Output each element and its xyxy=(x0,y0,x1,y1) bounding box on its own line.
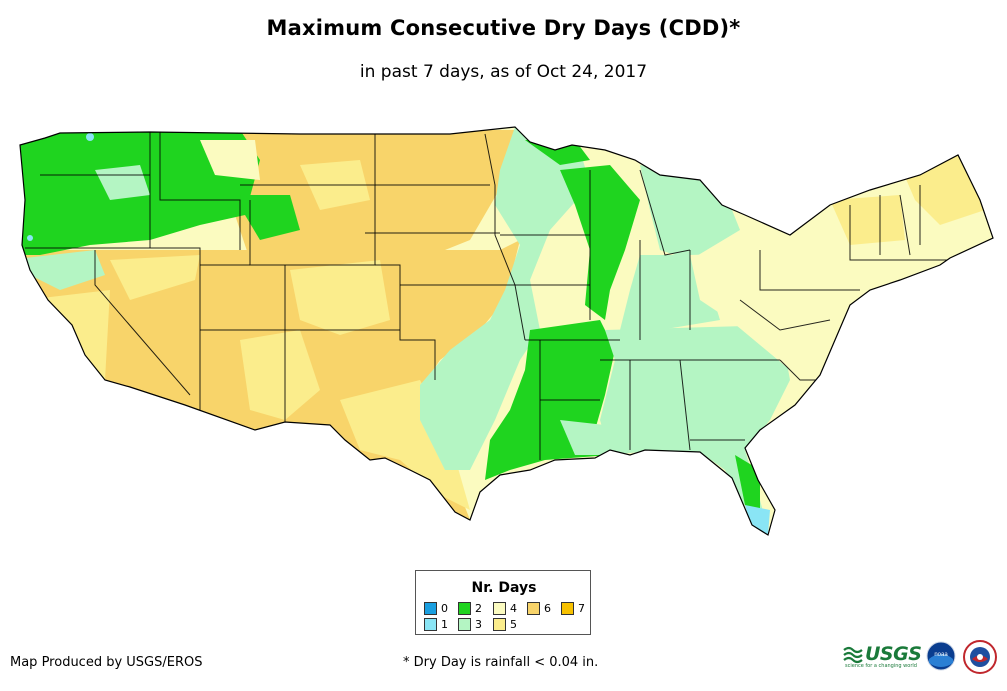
region-louisiana-3 xyxy=(560,420,610,455)
legend-swatch-3 xyxy=(458,618,471,631)
region-idaho-4 xyxy=(200,140,260,180)
legend-label-0: 0 xyxy=(441,602,448,615)
region-arizona-5 xyxy=(240,330,320,420)
nws-logo xyxy=(963,640,997,674)
region-mn-arrowhead-2 xyxy=(525,140,590,165)
legend-title: Nr. Days xyxy=(471,580,537,596)
legend-swatch-7 xyxy=(561,602,574,615)
speck-washington-1 xyxy=(86,133,94,141)
map-subtitle: in past 7 days, as of Oct 24, 2017 xyxy=(359,62,648,82)
usgs-logo: USGS science for a changing world xyxy=(843,643,922,669)
region-midwest-3 xyxy=(420,127,590,470)
legend-label-6: 6 xyxy=(544,602,551,615)
region-vermont-5 xyxy=(830,195,905,245)
region-colorado-5 xyxy=(290,260,390,335)
legend-swatch-5 xyxy=(493,618,506,631)
map-title: Maximum Consecutive Dry Days (CDD)* xyxy=(266,16,741,40)
legend-swatch-1 xyxy=(424,618,437,631)
region-california-5 xyxy=(25,290,110,380)
state-boundaries xyxy=(25,130,950,460)
legend-label-5: 5 xyxy=(510,618,517,631)
region-nevada-5 xyxy=(110,255,200,300)
region-florida-2 xyxy=(735,455,760,520)
noaa-logo: noaa xyxy=(926,641,956,671)
credit-text: Map Produced by USGS/EROS xyxy=(10,655,203,670)
cdd-fill-layer xyxy=(20,127,993,535)
legend-label-1: 1 xyxy=(441,618,448,631)
region-wisconsin-2 xyxy=(560,165,640,320)
legend-swatch-4 xyxy=(493,602,506,615)
legend-label-2: 2 xyxy=(475,602,482,615)
legend-label-4: 4 xyxy=(510,602,517,615)
region-west-texas-5 xyxy=(340,380,470,510)
usgs-wave-icon xyxy=(843,646,863,664)
legend-label-3: 3 xyxy=(475,618,482,631)
legend-label-7: 7 xyxy=(578,602,585,615)
usgs-tagline: science for a changing world xyxy=(845,663,917,669)
legend-swatch-0 xyxy=(424,602,437,615)
legend-swatch-2 xyxy=(458,602,471,615)
speck-ncal-1 xyxy=(27,235,33,241)
region-oregon-3 xyxy=(95,165,150,200)
noaa-wordmark: noaa xyxy=(934,652,948,658)
region-ncal-coast-3 xyxy=(25,250,105,290)
region-wyoming-2 xyxy=(240,195,300,240)
legend: Nr. Days 0 1 2 3 4 5 6 7 xyxy=(415,570,591,635)
usgs-wordmark: USGS xyxy=(865,643,922,665)
legend-swatch-6 xyxy=(527,602,540,615)
footnote-text: * Dry Day is rainfall < 0.04 in. xyxy=(403,655,599,670)
region-florida-1 xyxy=(745,505,770,535)
